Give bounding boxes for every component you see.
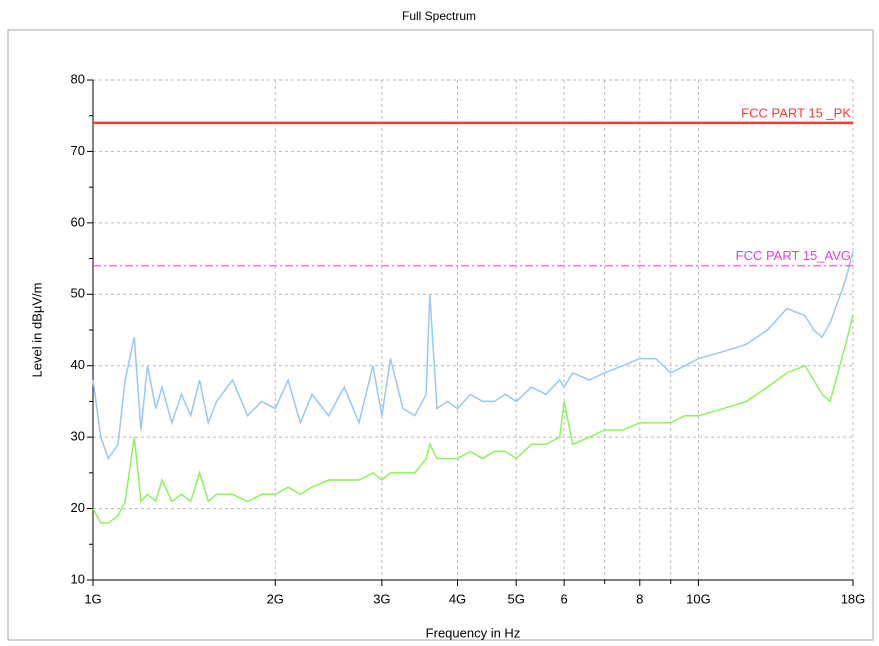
limit-label: FCC PART 15 _PK [741, 105, 851, 120]
x-tick-label: 5G [508, 591, 525, 606]
y-tick-label: 10 [71, 571, 85, 586]
y-tick-label: 20 [71, 500, 85, 515]
x-tick-label: 3G [373, 591, 390, 606]
x-tick-label: 4G [449, 591, 466, 606]
x-tick-label: 6 [561, 591, 568, 606]
x-axis-label: Frequency in Hz [426, 625, 521, 640]
y-tick-label: 50 [71, 286, 85, 301]
chart-title: Full Spectrum [402, 9, 476, 23]
x-tick-label: 8 [636, 591, 643, 606]
limit-label: FCC PART 15_AVG [736, 248, 851, 263]
x-tick-label: 1G [84, 591, 101, 606]
x-tick-label: 10G [686, 591, 711, 606]
y-tick-label: 30 [71, 429, 85, 444]
y-axis-label: Level in dBµV/m [29, 283, 44, 378]
y-tick-label: 70 [71, 143, 85, 158]
x-tick-label: 18G [841, 591, 866, 606]
series-line [92, 315, 854, 524]
x-tick-label: 2G [267, 591, 284, 606]
frame [7, 29, 874, 641]
y-tick-label: 60 [71, 214, 85, 229]
y-tick-label: 40 [71, 357, 85, 372]
y-tick-label: 80 [71, 71, 85, 86]
series-line [92, 251, 854, 461]
